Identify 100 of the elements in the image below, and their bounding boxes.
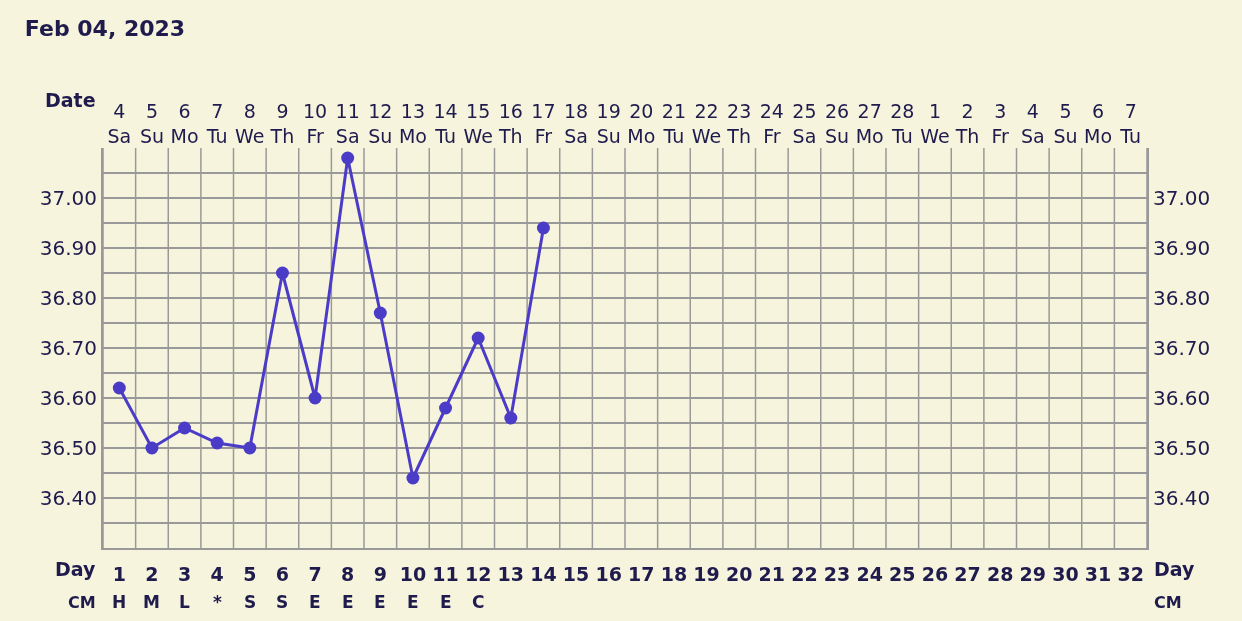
x-tick-label: 18 Sa	[563, 100, 589, 148]
text: E	[309, 592, 321, 612]
point	[145, 441, 159, 455]
x2-tick-label: 11	[432, 562, 459, 585]
x2-tick-label: 31	[1084, 562, 1112, 585]
point	[504, 411, 518, 425]
x2-axis-title: Day	[1154, 558, 1196, 580]
x-tick-label: 26 Su	[824, 100, 850, 148]
x-tick-label: 11 Sa	[335, 100, 360, 148]
point	[406, 471, 420, 485]
point	[373, 306, 387, 320]
x2-tick-label: 21	[758, 562, 786, 585]
x2-tick-label: 17	[628, 562, 655, 585]
point	[243, 441, 257, 455]
text: S	[244, 592, 257, 612]
y2-tick-label: 36.40	[1153, 486, 1211, 510]
text: *	[213, 592, 222, 612]
x-tick-label: 6 Mo	[170, 100, 199, 148]
text: L	[179, 592, 190, 612]
x2-tick-label: 28	[986, 562, 1014, 585]
x-tick-label: 28 Tu	[890, 100, 915, 148]
x-tick-label: 15 We	[463, 100, 493, 148]
x2-tick-label: 8	[341, 562, 355, 585]
x-tick-label: 23 Th	[726, 100, 752, 148]
x-tick-label: 4 Sa	[1020, 100, 1045, 148]
x-tick-label: 4 Sa	[107, 100, 132, 148]
x2-tick-label: 1	[112, 562, 126, 585]
y2-tick-label: 36.60	[1153, 386, 1211, 410]
x2-tick-label: 23	[823, 562, 851, 585]
x2-tick-label: 29	[1019, 562, 1047, 585]
text: E	[342, 592, 354, 612]
text: C	[472, 592, 485, 612]
x2-tick-label: 20	[725, 562, 753, 585]
x-tick-label: 3 Fr	[991, 100, 1010, 148]
x2-tick-label: 5	[243, 562, 257, 585]
x-tick-label: 9 Th	[269, 100, 295, 148]
y2-tick-label: 37.00	[1153, 186, 1211, 210]
x-tick-label: 5 Su	[1053, 100, 1078, 148]
x-tick-label: 22 We	[691, 100, 722, 148]
y2-tick-label: 36.70	[1153, 336, 1211, 360]
y-tick-label: 36.90	[39, 236, 97, 260]
x-tick-label: 17 Fr	[531, 100, 556, 148]
y-tick-label: 37.00	[39, 186, 97, 210]
text: E	[440, 592, 452, 612]
x2-tick-label: 2	[145, 562, 159, 585]
x-tick-label: 7 Tu	[1119, 100, 1142, 148]
y-tick-label: 36.60	[39, 386, 97, 410]
x-tick-label: 1 We	[920, 100, 950, 148]
y2-tick-label: 36.80	[1153, 286, 1211, 310]
text: CM	[68, 593, 96, 612]
x-tick-label: 8 We	[235, 100, 265, 148]
x2-tick-label: 4	[210, 562, 224, 585]
y-tick-label: 36.40	[39, 486, 97, 510]
x-tick-label: 2 Th	[954, 100, 980, 148]
text: M	[143, 592, 160, 612]
x2-tick-label: 30	[1052, 562, 1079, 585]
x-tick-label: 21 Tu	[661, 100, 687, 148]
x2-tick-label: 7	[308, 562, 322, 585]
x2-tick-label: 3	[177, 562, 192, 585]
point	[439, 401, 453, 415]
x-tick-label: 20 Mo	[627, 100, 656, 148]
text: Day	[55, 558, 96, 580]
point	[471, 331, 485, 345]
point	[178, 421, 192, 435]
x-tick-label: 7 Tu	[205, 100, 228, 148]
point	[341, 151, 355, 165]
text: H	[112, 592, 127, 612]
x-tick-label: 27 Mo	[855, 100, 884, 148]
point	[536, 221, 550, 235]
x2-tick-label: 27	[954, 562, 981, 585]
x-tick-label: 25 Sa	[792, 100, 817, 148]
y-tick-label: 36.80	[39, 286, 97, 310]
point	[210, 436, 224, 450]
x-tick-label: 5 Su	[139, 100, 164, 148]
point	[112, 381, 126, 395]
x2-tick-label: 12	[464, 562, 492, 585]
x-tick-label: 12 Su	[368, 100, 393, 148]
x2-tick-label: 22	[791, 562, 818, 585]
x2-tick-label: 16	[595, 562, 622, 585]
text: Date	[45, 89, 96, 111]
x2-tick-label: 14	[530, 562, 557, 585]
x-tick-label: 19 Su	[596, 100, 621, 148]
text: E	[407, 592, 419, 612]
x2-tick-label: 10	[399, 562, 427, 585]
x2-tick-label: 32	[1117, 562, 1144, 585]
y2-tick-label: 36.50	[1153, 436, 1211, 460]
x-tick-label: 16 Th	[497, 100, 523, 148]
text: E	[374, 592, 386, 612]
x-tick-label: 14 Tu	[433, 100, 458, 148]
x-tick-label: 6 Mo	[1084, 100, 1113, 148]
chart-title: Feb 04, 2023	[24, 15, 186, 41]
x2-tick-label: 15	[562, 562, 590, 585]
x2-tick-label: 19	[693, 562, 720, 585]
text: S	[276, 592, 289, 612]
y2-tick-label: 36.90	[1153, 236, 1211, 260]
text: CM	[1154, 593, 1182, 612]
x2-tick-label: 9	[373, 562, 387, 585]
x2-tick-label: 13	[497, 562, 525, 585]
y-tick-label: 36.70	[39, 336, 97, 360]
x2-tick-label: 25	[889, 562, 916, 585]
